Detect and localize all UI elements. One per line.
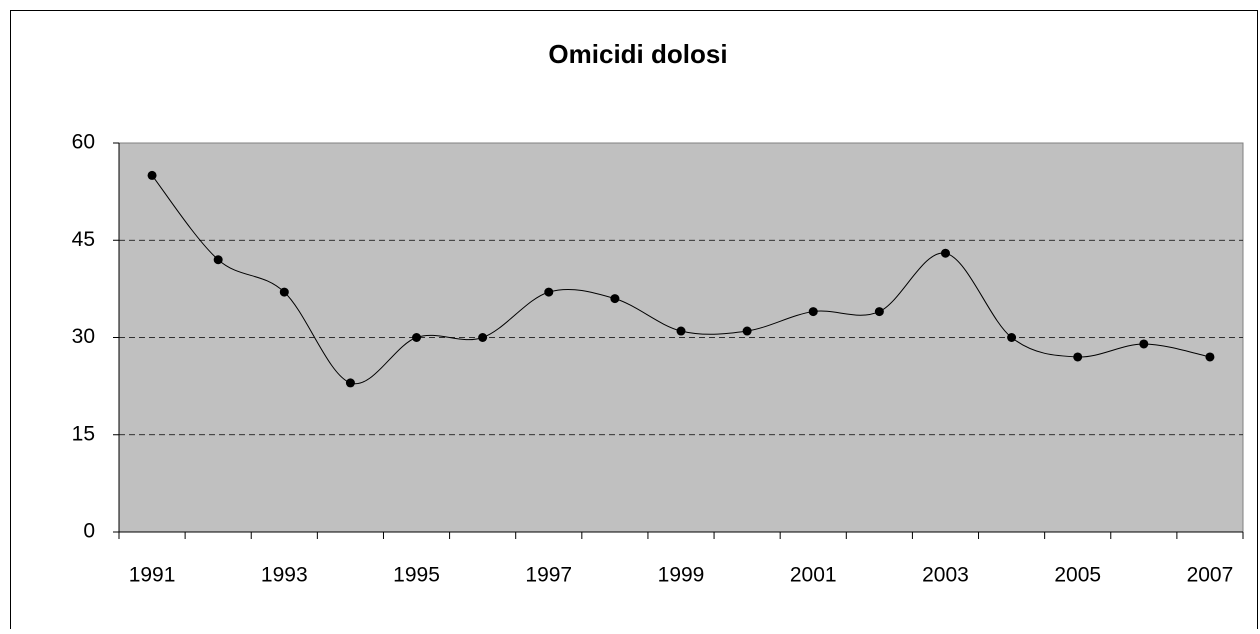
- y-tick-label: 45: [72, 228, 95, 251]
- point: [1205, 352, 1215, 362]
- x-tick-label: 1999: [658, 564, 705, 587]
- chart-border: [10, 10, 1258, 629]
- point: [676, 326, 686, 336]
- point: [213, 255, 223, 265]
- point: [412, 333, 422, 342]
- x-tick-label: 1991: [129, 564, 176, 587]
- y-tick-label: 0: [83, 520, 95, 543]
- x-tick-label: 1997: [525, 564, 572, 587]
- x-tick-label: 2001: [790, 564, 837, 587]
- point: [610, 294, 620, 304]
- x-tick-label: 1993: [261, 564, 308, 587]
- x-tick-label: 2007: [1187, 564, 1234, 587]
- point: [742, 326, 752, 336]
- y-tick-label: 15: [72, 422, 95, 445]
- point: [544, 287, 554, 297]
- point: [940, 248, 950, 258]
- point: [874, 307, 884, 317]
- x-tick-label: 1995: [393, 564, 440, 587]
- point: [808, 307, 818, 317]
- y-tick-label: 30: [72, 325, 95, 348]
- x-tick-label: 2005: [1054, 564, 1101, 587]
- y-tick-label: 60: [72, 131, 95, 154]
- point: [345, 378, 355, 388]
- point: [279, 287, 289, 297]
- chart-title: Omicidi dolosi: [548, 39, 727, 69]
- point: [1073, 352, 1083, 362]
- point: [1007, 333, 1017, 342]
- point: [147, 170, 157, 180]
- x-tick-label: 2003: [922, 564, 969, 587]
- point: [478, 333, 488, 342]
- point: [1139, 339, 1149, 349]
